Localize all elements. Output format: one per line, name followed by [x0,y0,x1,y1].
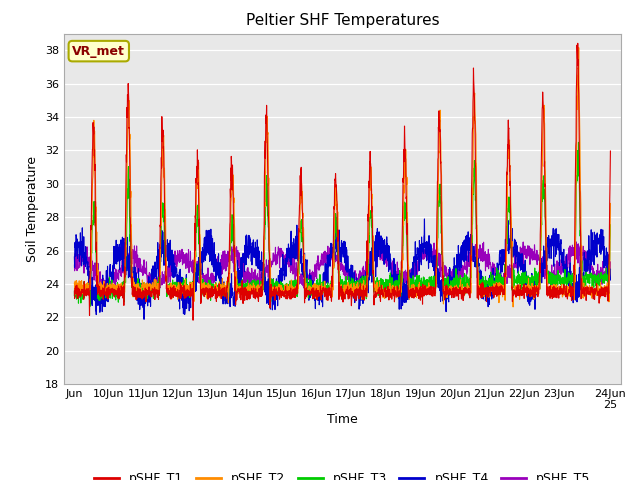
pSHF_T1 [588,290,596,296]
pSHF_T1 [607,148,614,154]
pSHF_T2 [406,287,414,292]
pSHF_T3 [346,278,353,284]
pSHF_T3 [102,286,110,292]
pSHF_T5 [70,262,78,268]
pSHF_T4 [346,266,353,272]
Line: pSHF_T3: pSHF_T3 [74,142,611,306]
pSHF_T3 [86,303,94,309]
pSHF_T2 [575,45,582,50]
pSHF_T5 [524,250,532,255]
pSHF_T1 [346,292,353,298]
pSHF_T3 [70,293,78,299]
pSHF_T2 [102,290,109,296]
pSHF_T1 [70,288,78,294]
pSHF_T4 [102,298,109,303]
pSHF_T5 [553,294,561,300]
pSHF_T1 [189,317,197,323]
pSHF_T1 [406,293,414,299]
pSHF_T2 [588,288,596,294]
pSHF_T4 [525,275,532,280]
pSHF_T5 [588,265,596,271]
Line: pSHF_T4: pSHF_T4 [74,217,611,319]
pSHF_T1 [574,40,582,46]
pSHF_T2 [607,201,614,206]
pSHF_T4 [140,316,148,322]
pSHF_T1 [423,287,431,292]
pSHF_T4 [70,254,78,260]
pSHF_T5 [607,259,614,265]
Y-axis label: Soil Temperature: Soil Temperature [26,156,39,262]
pSHF_T3 [607,222,614,228]
pSHF_T4 [588,231,596,237]
pSHF_T4 [607,266,614,272]
pSHF_T3 [588,289,596,295]
Title: Peltier SHF Temperatures: Peltier SHF Temperatures [246,13,439,28]
Text: VR_met: VR_met [72,45,125,58]
pSHF_T3 [524,277,532,283]
pSHF_T2 [346,286,353,292]
pSHF_T1 [102,290,109,296]
pSHF_T4 [406,276,414,282]
pSHF_T4 [423,239,431,244]
pSHF_T3 [575,139,582,145]
pSHF_T4 [332,214,340,220]
pSHF_T3 [423,276,431,282]
pSHF_T5 [423,244,431,250]
Legend: pSHF_T1, pSHF_T2, pSHF_T3, pSHF_T4, pSHF_T5: pSHF_T1, pSHF_T2, pSHF_T3, pSHF_T4, pSHF… [89,468,596,480]
pSHF_T5 [102,278,109,284]
pSHF_T1 [524,290,532,296]
pSHF_T3 [406,279,414,285]
Line: pSHF_T1: pSHF_T1 [74,43,611,320]
pSHF_T5 [406,267,414,273]
Line: pSHF_T5: pSHF_T5 [74,240,611,297]
pSHF_T2 [524,290,532,296]
Line: pSHF_T2: pSHF_T2 [74,48,611,307]
pSHF_T5 [346,279,353,285]
pSHF_T5 [372,237,380,242]
pSHF_T2 [422,289,430,295]
pSHF_T2 [70,280,78,286]
pSHF_T2 [509,304,517,310]
X-axis label: Time: Time [327,413,358,426]
